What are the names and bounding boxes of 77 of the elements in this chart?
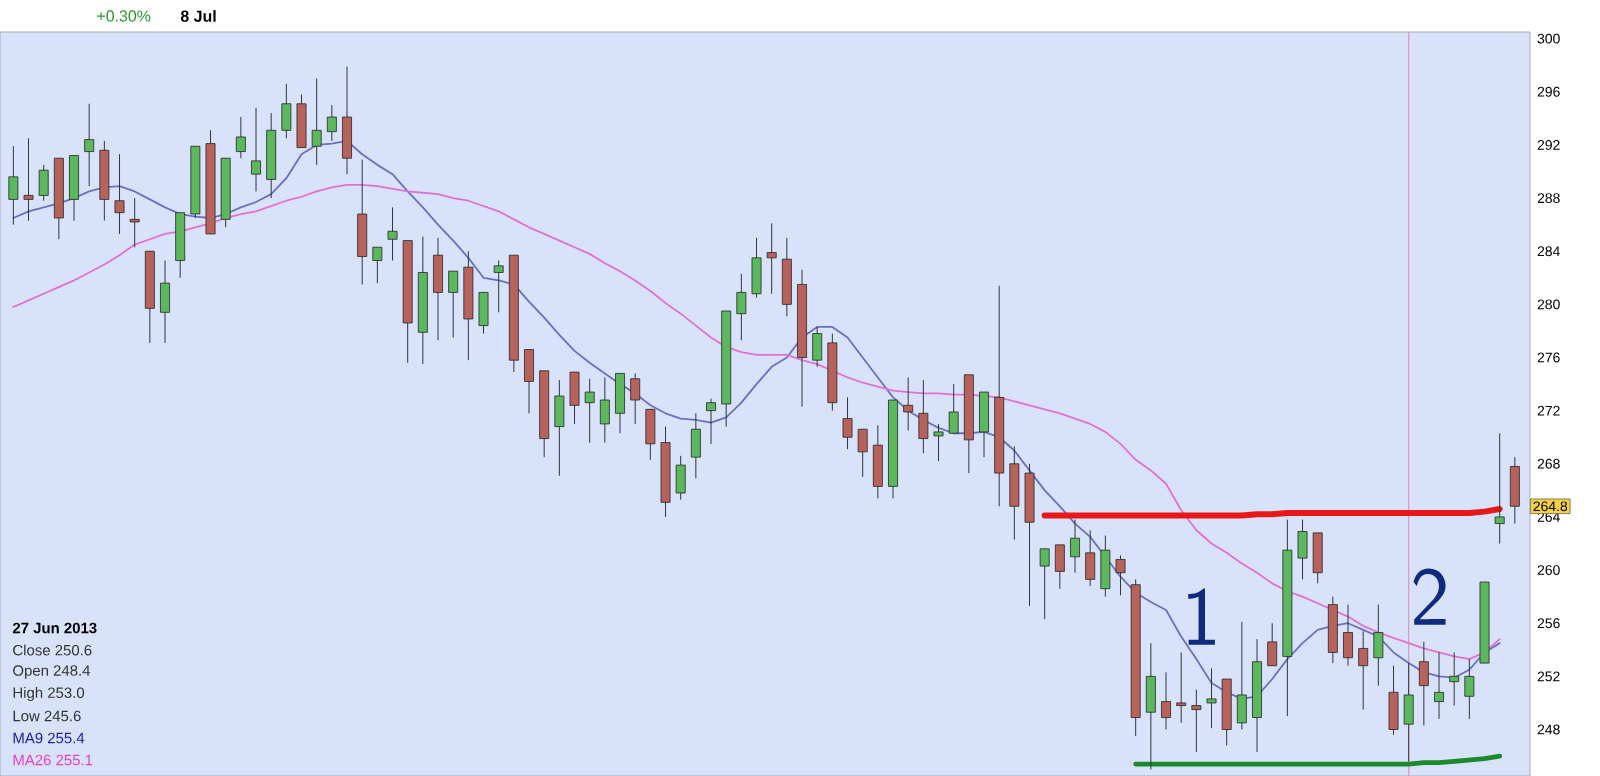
candlestick: [1418, 641, 1429, 727]
candlestick: [1388, 665, 1399, 736]
candlestick: [690, 412, 701, 479]
candlestick: [493, 260, 504, 313]
candlestick: [433, 237, 443, 341]
candlestick: [1494, 432, 1505, 544]
candlestick: [372, 246, 383, 284]
candlestick: [1358, 630, 1369, 711]
candlestick: [812, 326, 823, 368]
candlestick: [23, 137, 34, 222]
candlestick: [326, 104, 337, 142]
candlestick: [554, 379, 565, 477]
candlestick: [524, 349, 534, 414]
candlestick: [129, 197, 140, 248]
candlestick: [114, 153, 125, 235]
candlestick: [8, 145, 19, 226]
candlestick: [1327, 596, 1338, 664]
candlestick: [1373, 604, 1384, 687]
candlestick: [1312, 532, 1323, 584]
candlestick: [1267, 622, 1278, 667]
candlestick: [857, 428, 868, 478]
candlestick: [751, 237, 762, 299]
candlestick: [1206, 667, 1217, 729]
candlestick: [918, 379, 929, 454]
candlestick: [781, 237, 792, 317]
candlestick: [645, 408, 656, 461]
candlestick: [1054, 544, 1065, 590]
candlestick: [1191, 689, 1202, 753]
candlestick: [1070, 519, 1080, 574]
candlestick: [948, 383, 959, 434]
candlestick: [281, 83, 292, 139]
candlestick: [448, 270, 459, 339]
candlestick: [38, 164, 49, 202]
candlestick: [235, 116, 246, 159]
candlestick: [160, 260, 170, 344]
candlestick: [842, 396, 853, 450]
candlestick: [630, 372, 641, 425]
candlestick: [357, 159, 368, 285]
candlestick: [766, 222, 777, 295]
candlestick: [903, 376, 914, 432]
candlestick: [1176, 651, 1187, 724]
candlestick: [1236, 621, 1247, 730]
candlestick: [1297, 519, 1308, 580]
candlestick: [599, 376, 610, 444]
candlestick: [584, 378, 595, 444]
candlestick: [1039, 548, 1050, 620]
candlestick: [311, 78, 322, 166]
candlestick: [387, 206, 398, 262]
candlestick: [979, 391, 989, 458]
candlestick: [342, 66, 352, 175]
candlestick: [1343, 604, 1353, 667]
candlestick: [1161, 671, 1171, 730]
candlestick: [1434, 651, 1444, 720]
candlestick: [1009, 446, 1020, 541]
candlestick: [69, 155, 79, 222]
candlestick: [1449, 651, 1460, 707]
candlestick: [1403, 662, 1414, 762]
candlestick: [478, 291, 489, 335]
candlestick: [296, 93, 307, 149]
candlestick: [569, 371, 580, 425]
candlestick: [1100, 535, 1111, 598]
candlestick: [1085, 529, 1096, 587]
annotation: 2: [1413, 568, 1446, 625]
candlestick: [175, 212, 186, 279]
candlestick: [1464, 658, 1475, 720]
candlestick: [706, 398, 716, 445]
candlestick: [1145, 642, 1156, 770]
candlestick: [736, 273, 747, 341]
candlestick: [872, 424, 883, 499]
candlestick: [1509, 456, 1520, 525]
candlestick: [1115, 554, 1126, 596]
candlestick: [615, 372, 625, 434]
candlestick: [251, 107, 261, 192]
candlestick: [933, 423, 944, 462]
annotation: 1: [1188, 588, 1215, 645]
candlestick: [675, 455, 686, 501]
candlestick: [84, 103, 95, 187]
